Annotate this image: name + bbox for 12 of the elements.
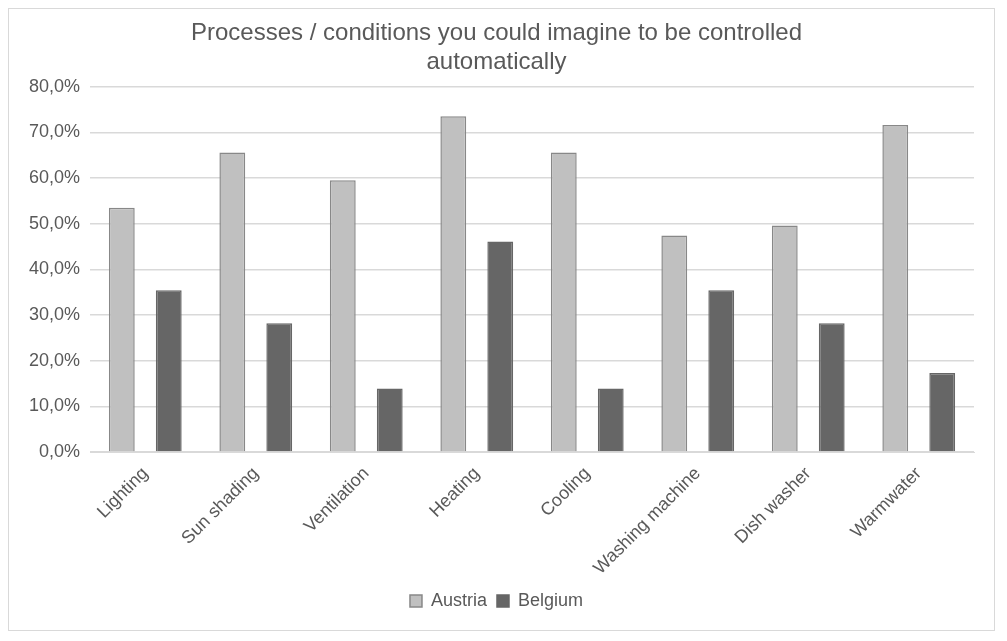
- y-tick-label: 70,0%: [28, 121, 81, 142]
- y-tick-label: 10,0%: [28, 395, 81, 416]
- y-tick-label: 0,0%: [39, 441, 81, 461]
- y-tick-label: 20,0%: [28, 349, 81, 370]
- legend-label: Belgium: [518, 589, 584, 610]
- y-tick-label: 80,0%: [28, 75, 81, 96]
- y-tick-label: 40,0%: [28, 258, 81, 279]
- y-tick-label: 50,0%: [28, 212, 81, 233]
- y-tick-label: 30,0%: [28, 303, 81, 324]
- y-tick-label: 60,0%: [28, 166, 81, 187]
- legend-label: Austria: [430, 589, 488, 610]
- chart-title: Processes / conditions you could imagine to be controlled automatically: [190, 18, 803, 74]
